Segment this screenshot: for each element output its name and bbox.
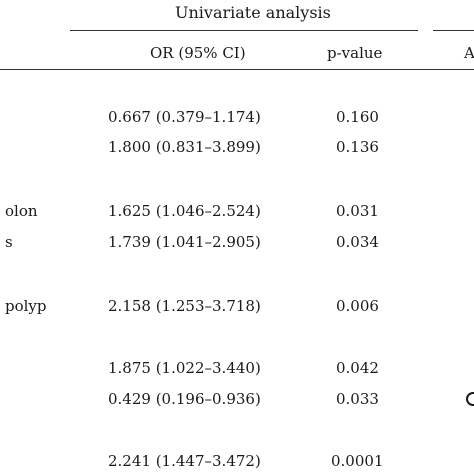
row-5-p: 0.006 [336,297,379,315]
group-header-univariate: Univariate analysis [175,3,331,22]
row-6-or: 1.875 (1.022–3.440) [108,359,261,377]
row-2-or: 1.800 (0.831–3.899) [108,138,261,156]
row-5-or: 2.158 (1.253–3.718) [108,297,261,315]
row-3-or: 1.625 (1.046–2.524) [108,202,261,220]
row-8-p: 0.0001 [331,452,384,470]
column-header-or: OR (95% CI) [150,44,246,62]
column-header-rule [0,69,474,70]
row-2-p: 0.136 [336,138,379,156]
row-3-label: olon [5,202,38,220]
header-rule-univariate [70,30,418,31]
row-3-p: 0.031 [336,202,379,220]
header-rule-right [433,30,474,31]
row-6-p: 0.042 [336,359,379,377]
row-1-p: 0.160 [336,108,379,126]
row-4-or: 1.739 (1.041–2.905) [108,233,261,251]
cropped-glyph-fragment [466,392,474,406]
row-7-or: 0.429 (0.196–0.936) [108,390,261,408]
row-1-or: 0.667 (0.379–1.174) [108,108,261,126]
row-5-label: polyp [5,297,47,315]
row-8-or: 2.241 (1.447–3.472) [108,452,261,470]
row-4-label: s [5,233,13,251]
row-4-p: 0.034 [336,233,379,251]
column-header-p-value: p-value [327,44,383,62]
row-7-p: 0.033 [336,390,379,408]
group-header-multivariate-fragment: A [464,44,474,62]
